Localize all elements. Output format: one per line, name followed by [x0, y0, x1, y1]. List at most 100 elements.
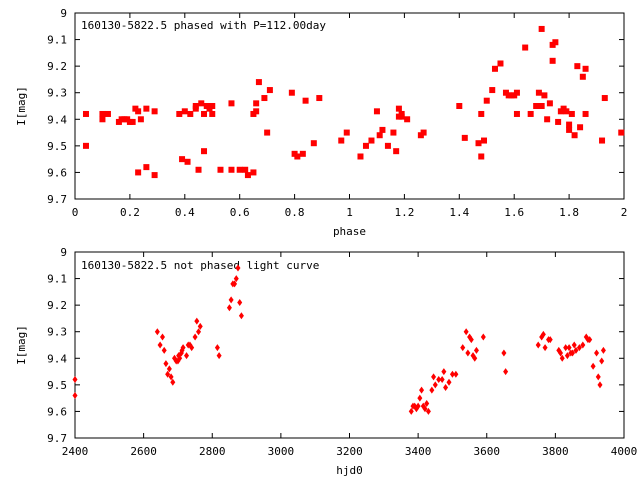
- unphased-data-point: [443, 384, 449, 392]
- phased-data-point: [82, 142, 89, 149]
- phased-data-point: [544, 116, 551, 123]
- unphased-data-point: [576, 344, 582, 352]
- unphased-data-point: [473, 346, 479, 354]
- phased-data-point: [368, 137, 375, 144]
- phased-data-point: [456, 103, 463, 109]
- phased-y-tick-label: 9.5: [47, 140, 67, 153]
- phased-data-point: [217, 166, 224, 173]
- phased-data-point: [242, 166, 249, 173]
- unphased-y-tick-label: 9.2: [47, 299, 67, 312]
- phased-data-point: [143, 164, 150, 171]
- unphased-data-point: [216, 352, 222, 360]
- unphased-data-point: [463, 328, 469, 336]
- unphased-data-point: [180, 344, 186, 352]
- phased-data-point: [187, 110, 194, 117]
- unphased-data-point: [590, 362, 596, 370]
- unphased-data-point: [170, 378, 176, 386]
- unphased-y-tick-label: 9.7: [47, 432, 67, 445]
- phased-x-tick-label: 2: [621, 206, 628, 219]
- unphased-data-point: [192, 333, 198, 341]
- phased-y-tick-label: 9.4: [47, 113, 67, 126]
- phased-data-point: [255, 79, 262, 86]
- phased-data-points: [82, 25, 625, 179]
- unphased-data-point: [535, 341, 541, 349]
- phased-x-tick-label: 0.4: [175, 206, 195, 219]
- phased-data-point: [478, 153, 485, 160]
- phased-chart-title: 160130-5822.5 phased with P=112.00day: [81, 19, 326, 32]
- phased-data-point: [343, 129, 350, 136]
- unphased-data-point: [422, 405, 428, 413]
- phased-data-point: [478, 110, 485, 117]
- unphased-chart-title: 160130-5822.5 not phased light curve: [81, 259, 319, 272]
- phased-data-point: [176, 110, 183, 117]
- unphased-data-point: [558, 349, 564, 357]
- unphased-data-point: [597, 381, 603, 389]
- phased-data-point: [566, 126, 573, 133]
- unphased-data-point: [587, 336, 593, 344]
- phased-data-point: [236, 166, 243, 173]
- unphased-data-point: [570, 349, 576, 357]
- unphased-data-point: [424, 399, 430, 407]
- unphased-data-point: [194, 317, 200, 325]
- unphased-data-point: [233, 275, 239, 283]
- phased-x-tick-label: 1.6: [504, 206, 524, 219]
- phased-data-point: [151, 108, 158, 115]
- phased-data-point: [135, 108, 142, 115]
- phased-x-tick-label: 1: [346, 206, 353, 219]
- unphased-y-tick-label: 9: [60, 246, 67, 259]
- unphased-y-tick-label: 9.1: [47, 273, 67, 286]
- unphased-data-point: [599, 357, 605, 365]
- phased-x-tick-label: 1.4: [449, 206, 469, 219]
- phased-data-point: [513, 89, 520, 96]
- phased-data-point: [574, 63, 581, 70]
- unphased-data-point: [72, 391, 78, 399]
- unphased-x-tick-label: 3600: [474, 445, 501, 458]
- phased-data-point: [357, 153, 364, 160]
- phased-data-point: [338, 137, 345, 144]
- phased-data-point: [104, 110, 111, 117]
- unphased-data-point: [237, 298, 243, 306]
- unphased-data-point: [214, 344, 220, 352]
- unphased-data-point: [600, 346, 606, 354]
- phased-data-point: [582, 65, 589, 72]
- phased-data-point: [228, 166, 235, 173]
- phased-y-tick-label: 9: [60, 7, 67, 20]
- phased-data-point: [135, 169, 142, 176]
- unphased-data-point: [429, 386, 435, 394]
- phased-data-point: [192, 103, 199, 109]
- phased-data-point: [299, 150, 306, 157]
- unphased-data-point: [196, 328, 202, 336]
- phased-data-point: [393, 148, 400, 155]
- unphased-data-point: [238, 312, 244, 320]
- phased-data-point: [491, 65, 498, 72]
- phased-data-point: [137, 116, 144, 123]
- unphased-data-point: [197, 322, 203, 330]
- phased-data-point: [310, 140, 317, 147]
- unphased-data-point: [177, 354, 183, 362]
- phased-y-tick-label: 9.2: [47, 60, 67, 73]
- phased-x-ticks: 0 0.2 0.4 0.6 0.8 1 1.2 1.4 1.6 1.8 2: [72, 13, 628, 219]
- phased-data-point: [579, 73, 586, 80]
- phased-y-tick-label: 9.7: [47, 193, 67, 206]
- unphased-y-ticks: 9 9.1 9.2 9.3 9.4 9.5 9.6 9.7: [47, 246, 624, 445]
- phased-y-ticks: 9 9.1 9.2 9.3 9.4 9.5 9.6 9.7: [47, 7, 624, 206]
- unphased-x-axis-label: hjd0: [336, 464, 363, 477]
- phased-data-point: [244, 172, 251, 179]
- phased-data-point: [376, 132, 383, 139]
- phased-data-point: [497, 60, 504, 67]
- unphased-data-point: [154, 328, 160, 336]
- unphased-x-tick-label: 3000: [268, 445, 295, 458]
- unphased-data-point: [547, 336, 553, 344]
- unphased-data-point: [559, 354, 565, 362]
- unphased-x-ticks: 2400 2600 2800 3000 3200 3400 3600 3800 4000: [62, 252, 637, 458]
- phased-data-point: [250, 169, 257, 176]
- unphased-data-point: [436, 376, 442, 384]
- phased-data-point: [99, 110, 106, 117]
- phased-data-point: [184, 158, 191, 165]
- phased-y-tick-label: 9.6: [47, 166, 67, 179]
- phased-data-point: [552, 39, 559, 46]
- phased-data-point: [420, 129, 427, 136]
- phased-x-tick-label: 0.2: [120, 206, 140, 219]
- phased-y-tick-label: 9.3: [47, 87, 67, 100]
- unphased-y-tick-label: 9.5: [47, 379, 67, 392]
